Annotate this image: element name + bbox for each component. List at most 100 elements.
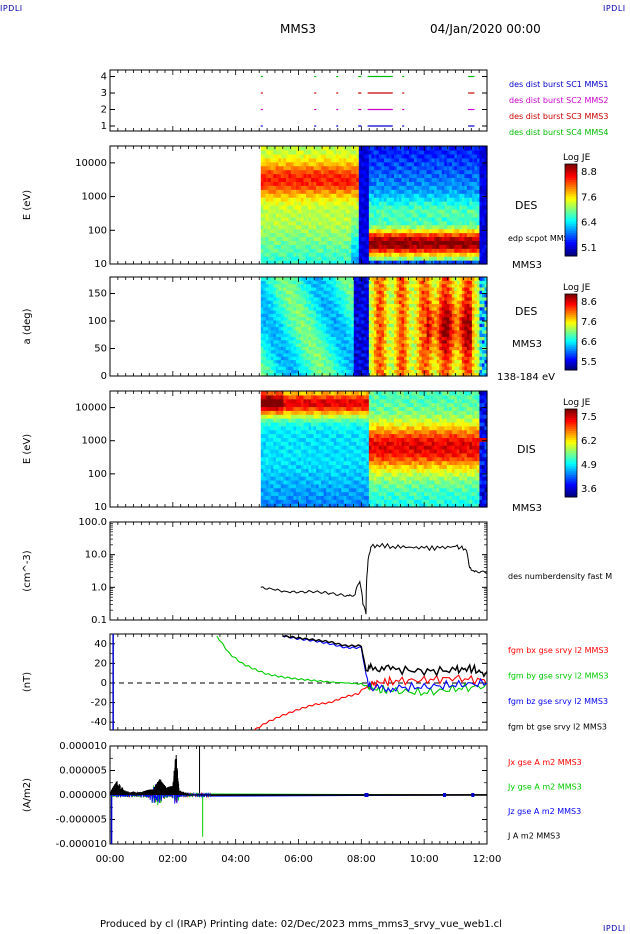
des-energy-spectrogram-cell [313,185,317,190]
des-pitch-spectrogram-cell [331,313,335,318]
des-energy-spectrogram-cell [343,189,347,194]
des-energy-spectrogram-cell [404,197,408,202]
des-energy-spectrogram-cell [308,181,312,186]
des-energy-spectrogram-cell [333,189,337,194]
des-energy-spectrogram-cell [426,173,430,179]
des-energy-spectrogram-cell [368,208,372,214]
des-pitch-spectrogram-cell [348,316,352,321]
des-energy-spectrogram-cell [273,252,277,257]
des-energy-spectrogram-cell [311,153,315,159]
des-pitch-spectrogram-cell [326,286,330,291]
des-energy-spectrogram-cell [456,193,460,198]
des-energy-spectrogram-cell [270,185,274,190]
des-pitch-spectrogram-cell [381,346,385,351]
des-pitch-spectrogram-cell [409,323,413,328]
des-pitch-spectrogram-cell [260,359,264,364]
des-energy-spectrogram-cell [456,236,460,241]
des-energy-spectrogram-cell [424,146,428,151]
des-pitch-spectrogram-cell [363,359,367,364]
des-energy-spectrogram-cell [396,216,400,222]
des-pitch-spectrogram-cell [283,349,287,354]
des-energy-spectrogram-cell [399,169,403,175]
des-energy-spectrogram-cell [444,161,448,167]
des-pitch-spectrogram-cell [414,277,418,281]
des-energy-spectrogram-cell [303,177,307,182]
des-energy-spectrogram-cell [366,244,370,249]
des-energy-spectrogram-cell [363,216,367,222]
des-energy-spectrogram-cell [411,149,415,155]
des-energy-spectrogram-cell [311,228,315,234]
des-pitch-spectrogram-cell [386,343,390,347]
des-energy-spectrogram-cell [285,181,290,186]
des-pitch-spectrogram-cell [399,356,403,361]
des-pitch-spectrogram-cell [366,306,370,311]
des-pitch-spectrogram-cell [285,326,290,331]
des-energy-spectrogram-cell [391,248,395,253]
des-pitch-spectrogram-cell [391,303,395,308]
des-energy-spectrogram-cell [376,197,380,202]
des-energy-spectrogram-cell [476,153,481,159]
des-energy-spectrogram-cell [371,201,375,206]
des-energy-spectrogram-cell [313,193,317,198]
des-energy-spectrogram-cell [308,228,312,234]
des-energy-spectrogram-cell [285,149,290,155]
des-energy-spectrogram-cell [406,153,410,159]
des-pitch-spectrogram-cell [343,319,347,324]
des-energy-spectrogram-cell [426,232,430,238]
des-pitch-spectrogram-cell [270,306,274,311]
des-pitch-spectrogram-cell [361,300,365,304]
des-energy-spectrogram-cell [353,165,357,171]
des-energy-spectrogram-cell [381,212,385,218]
des-energy-spectrogram-cell [386,173,390,179]
des-energy-spectrogram-cell [338,185,342,190]
des-energy-spectrogram-cell [295,224,300,230]
des-pitch-spectrogram-cell [341,339,345,344]
des-energy-spectrogram-cell [368,232,372,238]
des-energy-spectrogram-cell [421,153,425,159]
des-pitch-spectrogram-cell [409,283,413,288]
des-pitch-spectrogram-cell [373,313,378,318]
des-energy-spectrogram-cell [406,216,410,222]
des-energy-spectrogram-cell [411,201,415,206]
des-pitch-spectrogram-cell [351,319,355,324]
des-pitch-spectrogram-cell [386,280,390,285]
des-energy-spectrogram-cell [326,185,330,190]
des-pitch-spectrogram-cell [416,369,420,374]
des-pitch-spectrogram-cell [378,296,383,301]
des-energy-spectrogram-cell [308,149,312,155]
des-energy-spectrogram-cell [331,197,335,202]
des-energy-spectrogram-cell [333,220,337,226]
des-energy-spectrogram-cell [471,189,476,194]
des-pitch-spectrogram-cell [363,333,367,337]
des-energy-spectrogram-cell [301,165,305,171]
des-energy-spectrogram-cell [343,161,347,167]
des-energy-spectrogram-cell [303,201,307,206]
des-pitch-spectrogram-cell [426,356,430,361]
des-energy-spectrogram-cell [348,173,352,179]
des-pitch-spectrogram-cell [275,329,279,334]
des-energy-spectrogram-cell [336,149,340,155]
des-energy-spectrogram-cell [313,228,317,234]
des-pitch-spectrogram-cell [404,352,408,357]
des-pitch-spectrogram-cell [396,346,400,351]
des-energy-spectrogram-cell [439,232,443,238]
des-pitch-spectrogram-cell [346,343,350,347]
des-energy-spectrogram-cell [366,260,370,265]
des-energy-spectrogram-cell [275,161,279,167]
des-pitch-spectrogram-cell [404,300,408,304]
des-pitch-spectrogram-cell [308,296,312,301]
des-energy-spectrogram-cell [270,260,274,265]
des-energy-spectrogram-cell [326,193,330,198]
des-energy-spectrogram-cell [396,224,400,230]
des-energy-spectrogram-cell [416,177,420,182]
des-pitch-spectrogram-cell [333,300,337,304]
des-pitch-spectrogram-cell [273,359,277,364]
des-pitch-spectrogram-cell [356,326,360,331]
des-energy-spectrogram-cell [378,220,383,226]
des-energy-spectrogram-cell [295,244,300,249]
des-pitch-spectrogram-cell [363,343,367,347]
des-pitch-spectrogram-cell [351,362,355,367]
des-pitch-spectrogram-cell [388,339,393,344]
des-pitch-spectrogram-cell [331,336,335,341]
des-pitch-spectrogram-cell [401,313,405,318]
